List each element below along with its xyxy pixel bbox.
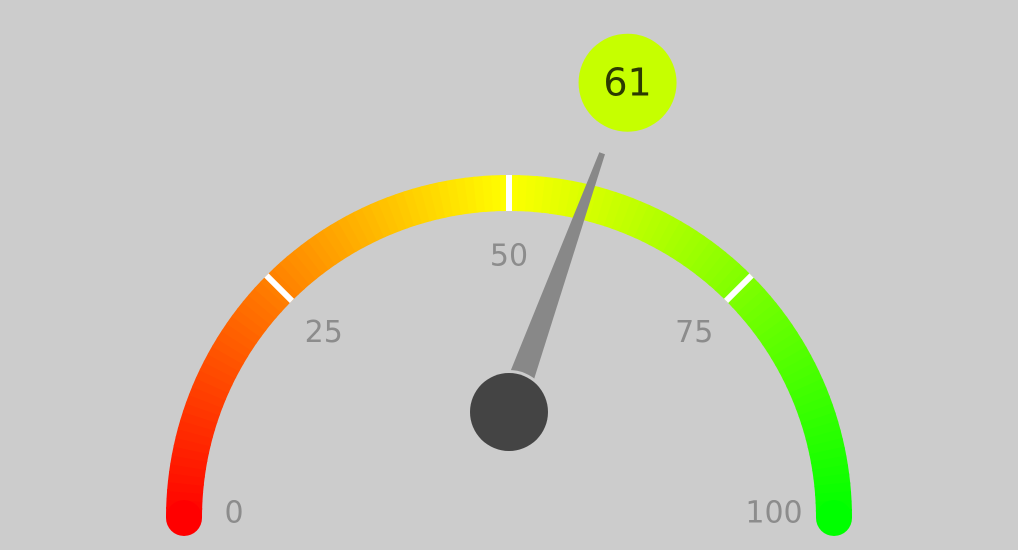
gauge-tick-label: 0	[224, 496, 243, 531]
value-label: 61	[603, 61, 651, 105]
gauge-tick-mark	[723, 273, 754, 304]
value-bubble	[578, 33, 677, 132]
gauge-tick-label: 100	[745, 496, 802, 531]
gauge-ticks	[264, 175, 754, 304]
gauge-hub	[470, 373, 548, 451]
gauge-arc-end-cap	[816, 500, 852, 536]
gauge-tick-label: 50	[490, 239, 528, 274]
gauge-tick-mark	[264, 273, 295, 304]
gauge-tick-label: 25	[305, 315, 343, 350]
gauge-tick-labels: 0 25 50 75 100	[224, 239, 802, 531]
gauge-needle-group	[467, 152, 605, 454]
value-bubble-group: 61	[578, 33, 677, 132]
gauge-tick-label: 75	[675, 315, 713, 350]
gauge-arc-start-cap	[166, 500, 202, 536]
gauge-arc	[165, 174, 853, 536]
gauge-needle	[495, 152, 605, 417]
